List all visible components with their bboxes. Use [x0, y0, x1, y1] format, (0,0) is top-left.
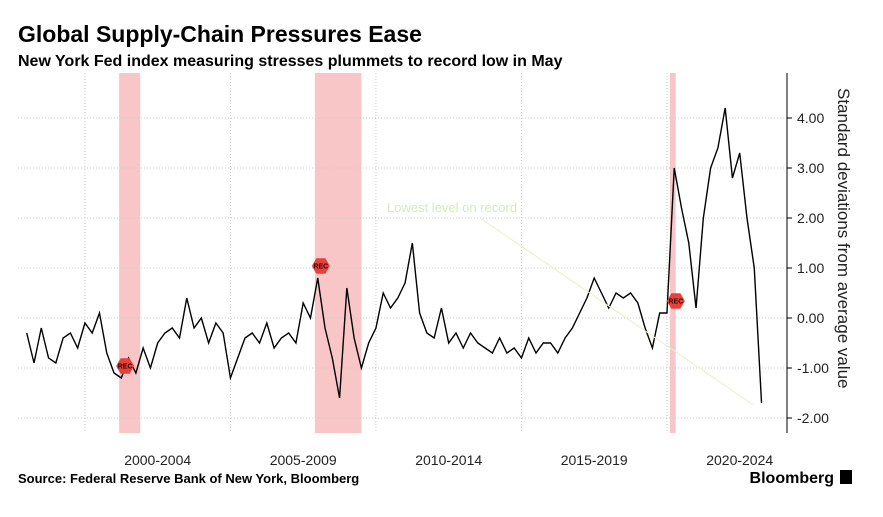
chart-title: Global Supply-Chain Pressures Ease	[18, 21, 422, 47]
recession-marker-label: REC	[313, 264, 328, 271]
y-tick-label: -2.00	[797, 410, 829, 426]
x-tick-label: 2005-2009	[270, 452, 337, 468]
recession-band	[314, 73, 362, 433]
annotation-leader	[479, 217, 754, 406]
recession-band	[669, 73, 676, 433]
recession-marker	[311, 258, 330, 274]
y-tick-label: 0.00	[797, 310, 824, 326]
y-tick-label: -1.00	[797, 360, 829, 376]
recession-marker	[116, 358, 135, 374]
x-tick-label: 2000-2004	[124, 452, 191, 468]
line-series	[26, 107, 763, 404]
x-tick-label: 2020-2024	[706, 452, 773, 468]
recession-band	[119, 73, 141, 433]
x-tick-label: 2015-2019	[561, 452, 628, 468]
recession-marker-label: REC	[668, 299, 683, 306]
annotation: Lowest level on record	[387, 200, 517, 215]
y-tick-label: 3.00	[797, 160, 824, 176]
recession-marker-label: REC	[118, 364, 133, 371]
brand-icon	[840, 470, 852, 484]
y-tick-label: 1.00	[797, 260, 824, 276]
x-tick-label: 2010-2014	[415, 452, 482, 468]
brand: Bloomberg	[750, 470, 834, 487]
plot-area	[18, 73, 787, 433]
y-tick-label: 2.00	[797, 210, 824, 226]
source: Source: Federal Reserve Bank of New York…	[18, 471, 359, 486]
recession-marker	[666, 293, 685, 309]
y-axis-label: Standard deviations from average value	[834, 88, 853, 389]
y-tick-label: 4.00	[797, 110, 824, 126]
chart-subtitle: New York Fed index measuring stresses pl…	[18, 53, 563, 70]
